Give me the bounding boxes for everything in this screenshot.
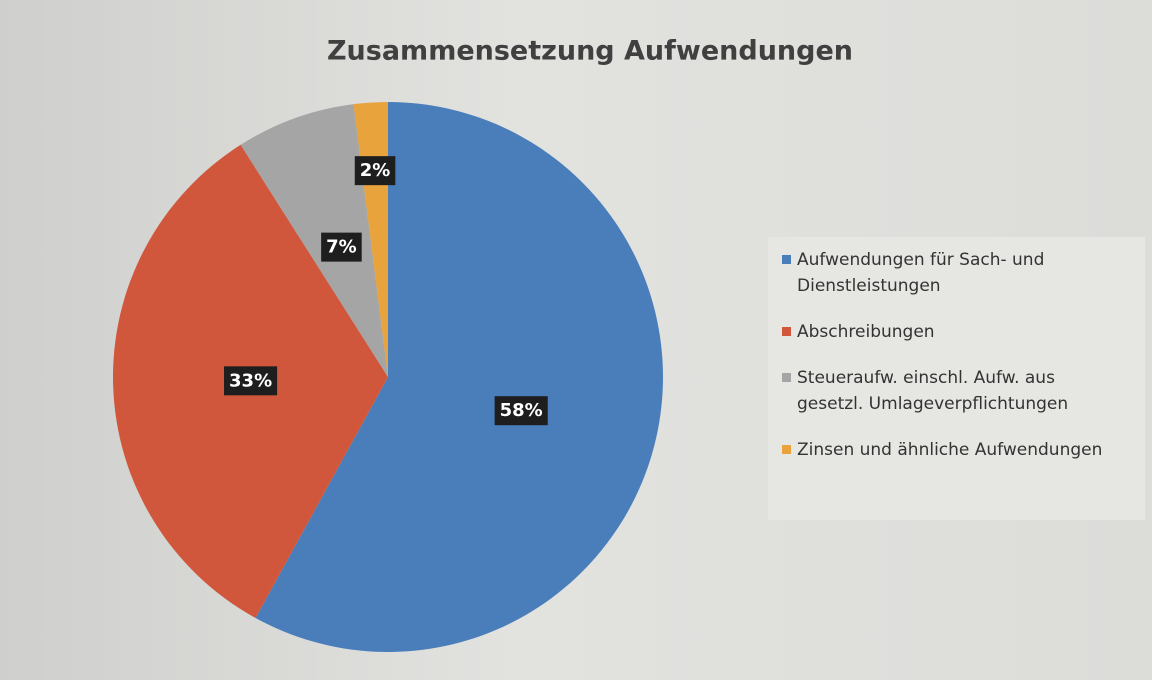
data-label-text: 2% [360, 160, 391, 181]
data-label-bg [494, 396, 548, 426]
legend-label: Abschreibungen [797, 322, 935, 342]
legend-item: Zinsen und ähnliche Aufwendungen [782, 437, 1152, 463]
data-label-bg [354, 156, 396, 186]
pie-slice [255, 102, 664, 652]
data-label-text: 33% [229, 370, 272, 391]
legend-swatch [782, 445, 791, 454]
legend-swatch [782, 255, 791, 264]
data-label-bg [224, 366, 278, 396]
legend-item: Steueraufw. einschl. Aufw. aus gesetzl. … [782, 365, 1102, 417]
legend: Aufwendungen für Sach- und Dienstleistun… [768, 237, 1145, 520]
data-label-text: 7% [326, 237, 357, 258]
chart-title: Zusammensetzung Aufwendungen [327, 36, 853, 67]
data-label: 33% [224, 366, 278, 396]
legend-label: Aufwendungen für Sach- und Dienstleistun… [797, 250, 1045, 296]
data-label: 2% [354, 156, 396, 186]
legend-item: Aufwendungen für Sach- und Dienstleistun… [782, 247, 1102, 299]
legend-label: Steueraufw. einschl. Aufw. aus gesetzl. … [797, 368, 1069, 414]
legend-swatch [782, 373, 791, 382]
legend-swatch [782, 327, 791, 336]
legend-label: Zinsen und ähnliche Aufwendungen [797, 440, 1103, 460]
pie-slice [240, 104, 388, 377]
data-label-bg [321, 232, 362, 262]
data-label-text: 58% [500, 400, 543, 421]
data-label: 58% [494, 396, 548, 426]
legend-item: Abschreibungen [782, 319, 1102, 345]
data-label: 7% [321, 232, 362, 262]
